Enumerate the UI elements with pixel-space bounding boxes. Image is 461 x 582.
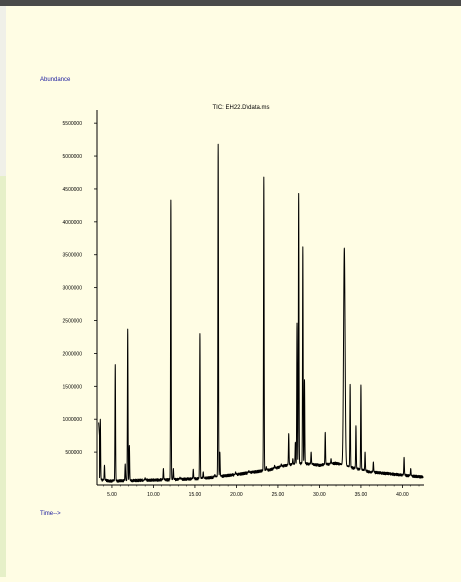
y-tick-label: 1000000 [63,417,83,423]
y-tick-label: 3000000 [63,286,83,292]
y-tick-label: 5000000 [63,154,83,160]
x-tick-label: 15.00 [189,492,202,498]
x-tick-label: 10.00 [147,492,160,498]
x-tick-label: 35.00 [355,492,368,498]
y-tick-label: 2000000 [63,351,83,357]
x-tick-label: 20.00 [230,492,243,498]
x-tick-label: 40.00 [396,492,409,498]
y-tick-label: 4000000 [63,220,83,226]
series-line [98,143,424,483]
y-tick-label: 5500000 [63,121,83,127]
axes [96,110,424,486]
x-tick-label: 30.00 [313,492,326,498]
x-tick-label: 5.00 [107,492,117,498]
chart-title: TIC: EH22.D\data.ms [212,105,269,111]
window-top-bar [0,0,461,6]
y-ticks: 500000 1000000 1500000 2000000 2500000 300000… [63,121,97,456]
x-axis-label: Time--> [40,511,61,517]
x-ticks: 5.00 10.00 15.00 20.00 25.00 30.00 35.00 40.00 [103,485,420,498]
x-tick-label: 25.00 [272,492,285,498]
y-tick-label: 3500000 [63,253,83,259]
y-tick-label: 4500000 [63,187,83,193]
y-tick-label: 2500000 [63,319,83,325]
left-margin-strip-lower [0,176,6,577]
y-tick-label: 1500000 [63,384,83,390]
y-tick-label: 500000 [65,450,82,456]
left-margin-strip [0,6,6,176]
y-axis-label: Abundance [40,77,71,83]
